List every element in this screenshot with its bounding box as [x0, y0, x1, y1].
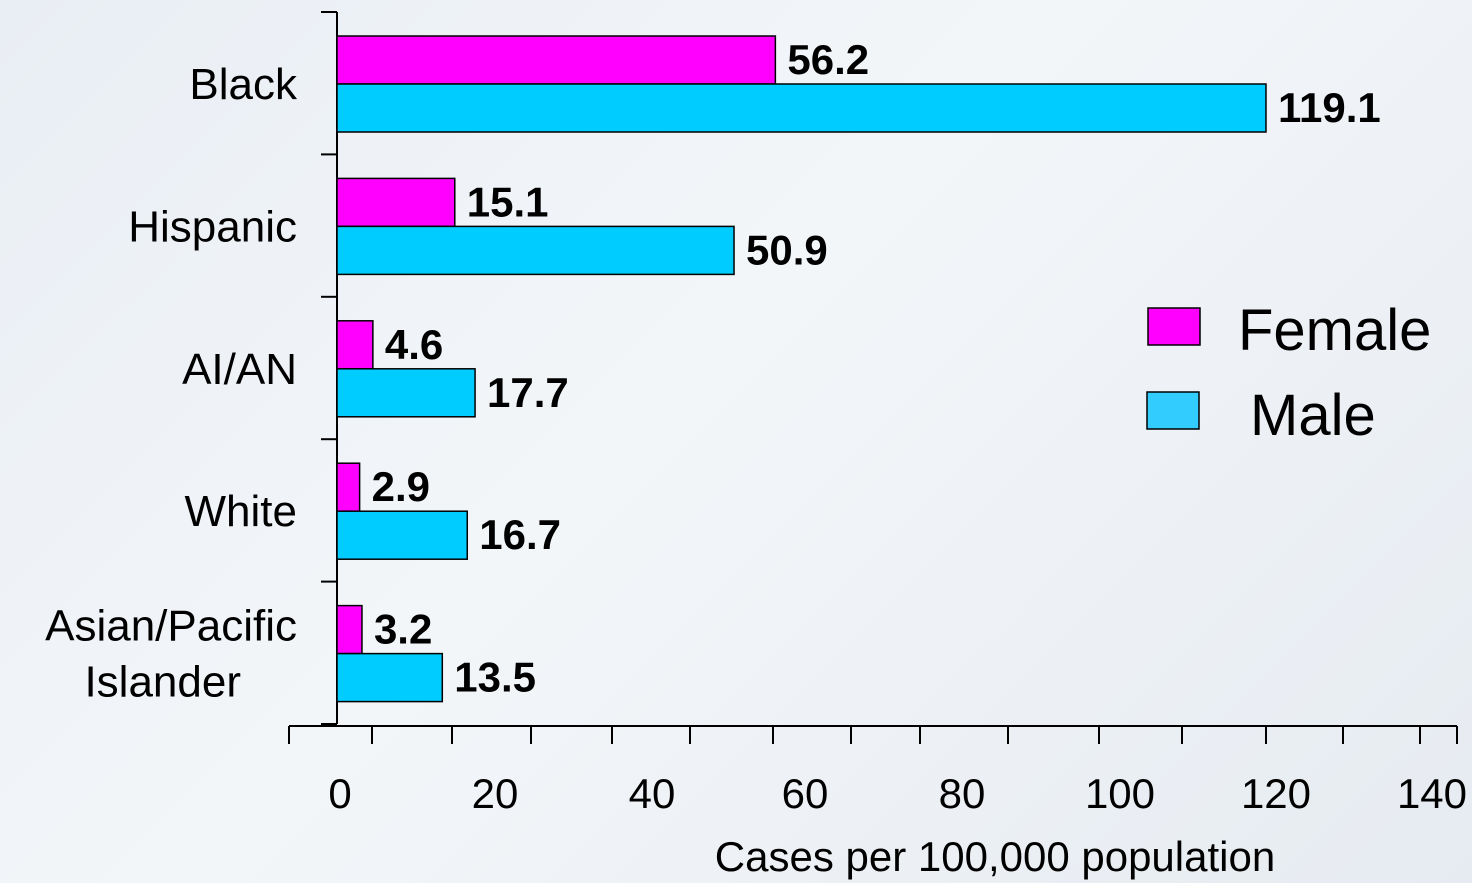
category-label: Black: [189, 60, 298, 109]
category-label: White: [185, 487, 297, 536]
x-tick-label: 120: [1241, 770, 1311, 817]
male-bar: [336, 83, 1267, 133]
category-label: Asian/Pacific: [45, 602, 297, 651]
data-label: 4.6: [385, 321, 443, 368]
legend-swatch-male: [1146, 391, 1200, 430]
legend-swatch-female: [1147, 307, 1201, 346]
plot-area: 0 20 40 60 80 100 120 140 56.2 119.1 Black 15.1 50.9…: [45, 11, 1467, 817]
female-bar: [336, 462, 361, 512]
x-tick-label: 20: [472, 770, 519, 817]
x-tick-label: 60: [782, 770, 829, 817]
male-bar: [336, 225, 735, 276]
category-label: Islander: [84, 658, 241, 707]
data-label: 15.1: [467, 178, 549, 225]
data-label: 56.2: [787, 36, 869, 83]
x-tick-label: 140: [1397, 770, 1467, 817]
x-tick-label: 100: [1085, 770, 1155, 817]
data-label: 13.5: [454, 654, 536, 701]
legend-label-male: Male: [1250, 383, 1376, 448]
data-label: 3.2: [374, 606, 432, 653]
data-label: 16.7: [479, 511, 561, 558]
category-label: AI/AN: [182, 345, 297, 394]
x-tick-label: 0: [328, 770, 351, 817]
female-bar: [336, 177, 456, 228]
data-label: 17.7: [487, 369, 569, 416]
legend-label-female: Female: [1238, 298, 1431, 363]
male-bar: [336, 510, 469, 560]
male-bar: [336, 652, 444, 703]
female-bar: [336, 35, 777, 85]
data-label: 2.9: [372, 463, 430, 510]
female-bar: [336, 320, 374, 370]
data-label: 119.1: [1278, 84, 1381, 131]
x-axis-title: Cases per 100,000 population: [715, 833, 1275, 880]
x-tick-label: 40: [629, 770, 676, 817]
male-bar: [336, 368, 476, 418]
data-label: 50.9: [746, 226, 828, 273]
female-bar: [336, 604, 363, 655]
category-label: Hispanic: [128, 202, 297, 251]
x-tick-label: 80: [939, 770, 986, 817]
